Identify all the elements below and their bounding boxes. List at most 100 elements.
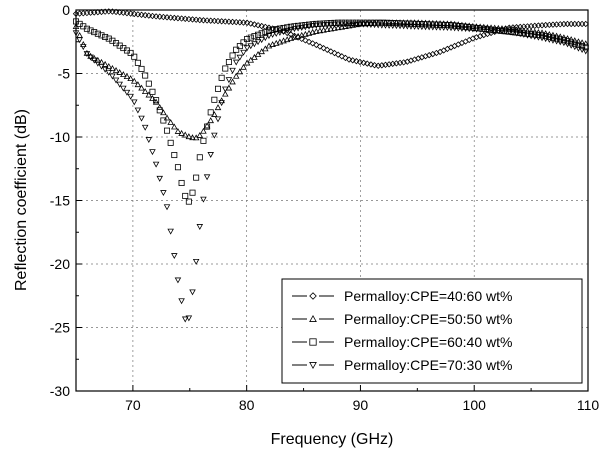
data-point-triangle-down [232, 59, 240, 66]
data-point-triangle-up [232, 72, 240, 79]
data-point-square [178, 179, 185, 186]
data-point-triangle-down [262, 35, 269, 42]
data-point-square [571, 40, 578, 47]
data-point-square [233, 46, 240, 53]
data-point-triangle-up [294, 32, 302, 39]
data-point-triangle-down [433, 24, 440, 31]
y-tick-label: 0 [62, 2, 70, 18]
data-point-triangle-down [465, 26, 473, 33]
data-point-diamond [334, 51, 342, 58]
data-point-triangle-down [138, 115, 145, 122]
data-point-triangle-up [298, 31, 306, 38]
data-point-triangle-up [323, 26, 331, 33]
data-point-triangle-down [436, 24, 444, 31]
data-point-diamond [284, 29, 291, 37]
data-point-triangle-down [331, 21, 338, 28]
data-point-triangle-down [338, 21, 346, 28]
data-point-triangle-down [178, 298, 185, 305]
data-point-square [240, 39, 247, 46]
data-series-layer [72, 8, 590, 323]
y-axis-label: Reflection coefficient (dB) [13, 109, 30, 291]
data-point-triangle-down [207, 152, 214, 158]
data-point-triangle-up [76, 32, 83, 38]
data-point-triangle-down [509, 29, 517, 36]
data-point-diamond [291, 32, 298, 40]
data-point-triangle-down [200, 196, 207, 203]
legend-label: Permalloy:CPE=50:50 wt% [344, 311, 512, 327]
data-point-triangle-down [484, 27, 491, 34]
data-point-triangle-down [76, 37, 83, 44]
data-point-triangle-down [549, 37, 557, 44]
data-point-square [98, 32, 105, 39]
y-tick-label: -15 [50, 193, 70, 209]
data-point-triangle-down [123, 89, 131, 96]
data-point-square [564, 38, 571, 45]
data-point-square [156, 107, 163, 114]
data-point-triangle-down [189, 289, 196, 296]
data-point-triangle-up [302, 30, 309, 37]
data-point-triangle-down [225, 77, 233, 84]
data-point-diamond [557, 21, 564, 28]
data-point-triangle-up [87, 52, 94, 59]
data-point-triangle-down [400, 23, 407, 30]
data-point-diamond [233, 18, 240, 26]
data-point-square [87, 27, 94, 34]
data-point-diamond [542, 21, 549, 29]
data-point-triangle-down [429, 24, 437, 31]
data-point-triangle-down [320, 22, 327, 29]
data-point-triangle-down [374, 22, 382, 29]
data-point-triangle-up [156, 103, 164, 110]
data-point-square [145, 80, 152, 87]
data-point-triangle-down [283, 27, 291, 34]
data-point-triangle-up [105, 62, 113, 69]
data-point-triangle-down [192, 258, 200, 265]
data-point-triangle-up [262, 45, 269, 52]
data-point-triangle-down [422, 24, 429, 31]
data-point-triangle-down [382, 22, 389, 29]
data-point-diamond [302, 37, 309, 44]
x-axis-label: Frequency (GHz) [271, 431, 394, 448]
data-point-diamond [360, 59, 367, 66]
data-point-square [225, 59, 232, 66]
data-point-square [142, 72, 149, 79]
data-point-triangle-down [516, 31, 524, 38]
legend-entry-1: Permalloy:CPE=40:60 wt% [292, 288, 512, 304]
data-point-diamond [560, 20, 568, 28]
data-point-triangle-down [309, 23, 316, 30]
data-point-square [149, 88, 156, 95]
data-point-triangle-down [414, 24, 422, 30]
data-point-triangle-down [221, 86, 229, 93]
data-point-diamond [127, 10, 134, 17]
data-point-diamond [214, 17, 222, 25]
data-point-diamond [578, 20, 586, 28]
data-point-square [127, 49, 134, 56]
data-point-square [83, 25, 90, 32]
data-point-diamond [320, 44, 327, 52]
data-point-diamond [258, 22, 265, 30]
series-1 [72, 8, 589, 69]
data-point-diamond [345, 56, 353, 63]
data-point-triangle-down [240, 49, 247, 56]
data-point-triangle-down [87, 54, 94, 61]
y-tick-label: -5 [58, 66, 71, 82]
data-point-square [214, 85, 221, 92]
data-point-diamond [229, 18, 236, 26]
data-point-triangle-up [167, 118, 174, 125]
data-point-triangle-up [109, 64, 116, 71]
data-point-triangle-down [269, 32, 276, 38]
y-tick-label: -25 [50, 320, 70, 336]
data-point-triangle-down [141, 124, 149, 131]
data-point-square [276, 25, 283, 32]
data-point-triangle-down [451, 25, 458, 32]
y-tick-label: -30 [50, 383, 70, 399]
data-point-triangle-up [211, 111, 218, 117]
data-point-triangle-up [112, 67, 120, 73]
data-point-diamond [120, 9, 127, 16]
legend-marker-square [309, 338, 317, 346]
data-point-triangle-down [447, 25, 455, 32]
data-point-triangle-down [218, 100, 225, 107]
data-point-triangle-up [331, 24, 338, 31]
data-point-triangle-down [83, 51, 91, 58]
data-point-square [244, 36, 251, 43]
data-point-diamond [145, 12, 152, 19]
